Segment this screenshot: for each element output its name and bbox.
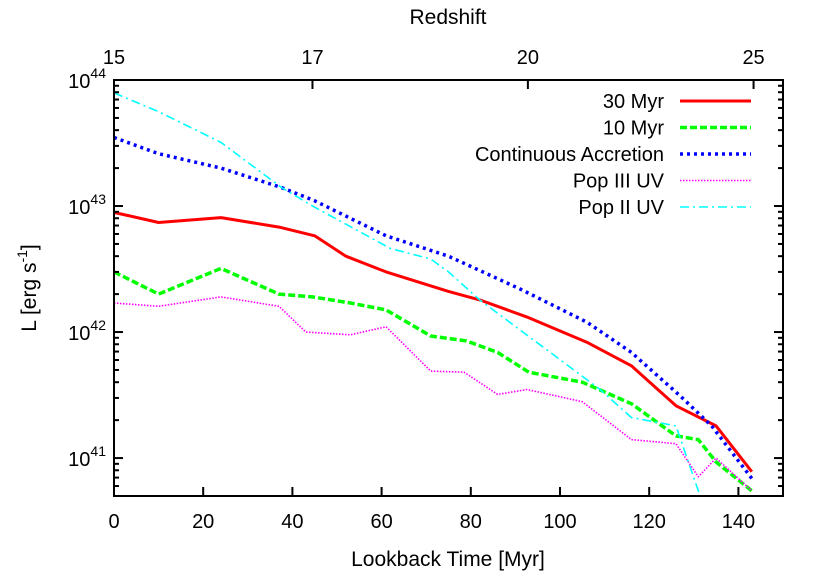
legend-label-pop-iii-uv: Pop III UV — [573, 171, 665, 193]
top-tick-label: 17 — [301, 47, 323, 69]
x-tick-label: 120 — [633, 511, 666, 533]
top-tick-label: 15 — [103, 47, 125, 69]
x-tick-label: 0 — [108, 511, 119, 533]
plot-frame — [113, 79, 784, 497]
series-layer — [114, 92, 754, 496]
top-tick-label: 25 — [742, 47, 764, 69]
legend: 30 Myr 10 Myr Continuous Accretion Pop III … — [475, 91, 751, 219]
legend-label-continuous-accretion: Continuous Accretion — [475, 144, 664, 166]
y-tick-label: 1043 — [68, 191, 106, 219]
ticks-layer: 0 20 40 60 80 100 120 140 15 17 20 25 1041 1042 1043 10… — [68, 47, 783, 533]
series-line-pop-iii-uv — [114, 296, 753, 492]
y-axis-label: L [erg s-1] — [14, 244, 41, 332]
x-tick-label: 40 — [281, 511, 303, 533]
legend-label-30-myr: 30 Myr — [603, 91, 664, 113]
y-tick-label: 1041 — [68, 443, 106, 471]
x-tick-label: 140 — [722, 511, 755, 533]
y-tick-label: 1044 — [68, 65, 106, 93]
top-axis-label: Redshift — [409, 6, 486, 29]
y-tick-label: 1042 — [68, 317, 106, 345]
legend-label-pop-ii-uv: Pop II UV — [578, 197, 664, 219]
legend-label-10-myr: 10 Myr — [603, 118, 664, 140]
x-tick-label: 80 — [460, 511, 482, 533]
x-tick-label: 100 — [543, 511, 576, 533]
x-axis-label: Lookback Time [Myr] — [351, 548, 545, 571]
top-tick-label: 20 — [517, 47, 539, 69]
series-line-30-myr — [114, 210, 753, 473]
x-tick-label: 20 — [192, 511, 214, 533]
series-line-10-myr — [114, 266, 753, 493]
x-tick-label: 60 — [370, 511, 392, 533]
series-line-pop-ii-uv — [114, 92, 702, 496]
